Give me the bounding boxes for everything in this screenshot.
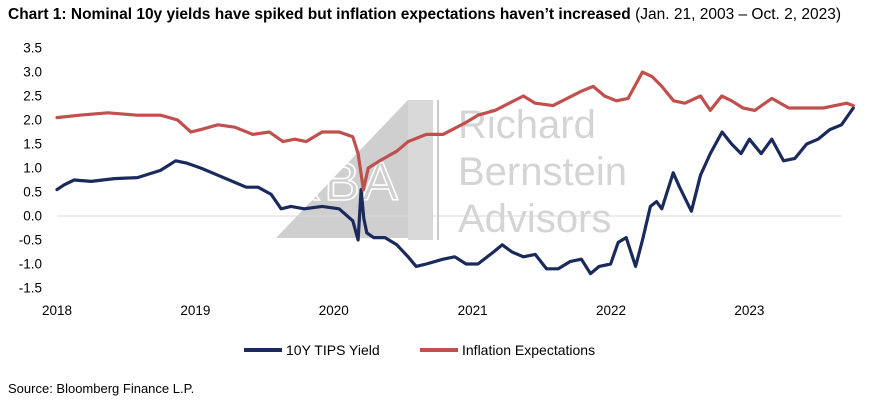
source-note: Source: Bloomberg Finance L.P. (8, 381, 195, 396)
x-tick-label: 2023 (734, 303, 764, 318)
y-tick-label: 2.5 (23, 89, 42, 104)
watermark-line: Advisors (458, 197, 611, 241)
y-tick-label: 0.0 (23, 209, 42, 224)
x-tick-label: 2021 (458, 303, 488, 318)
y-tick-label: -1.0 (19, 257, 42, 272)
chart-title-range: (Jan. 21, 2003 – Oct. 2, 2023) (635, 6, 842, 23)
legend-label: Inflation Expectations (462, 342, 595, 358)
y-tick-label: 3.5 (23, 41, 42, 56)
legend: 10Y TIPS Yield Inflation Expectations (244, 342, 595, 358)
y-tick-label: -1.5 (19, 281, 42, 296)
watermark-line: Richard (458, 103, 596, 147)
series-line-tips-yield (55, 106, 855, 276)
series-line-inflation-expectations (55, 70, 855, 192)
y-tick-label: 1.0 (23, 161, 42, 176)
watermark-triangle (276, 100, 408, 238)
chart-title: Chart 1: Nominal 10y yields have spiked … (8, 6, 841, 24)
x-tick-label: 2022 (596, 303, 626, 318)
y-tick-label: 0.5 (23, 185, 42, 200)
x-tick-label: 2019 (180, 303, 210, 318)
chart-title-main: Chart 1: Nominal 10y yields have spiked … (8, 6, 631, 23)
y-tick-label: 2.0 (23, 113, 42, 128)
y-tick-label: 3.0 (23, 65, 42, 80)
y-tick-label: -0.5 (19, 233, 42, 248)
watermark-bar (408, 100, 433, 240)
y-tick-label: 1.5 (23, 137, 42, 152)
watermark-line: Bernstein (458, 150, 627, 194)
legend-label: 10Y TIPS Yield (286, 342, 380, 358)
x-tick-label: 2020 (319, 303, 349, 318)
x-tick-label: 2018 (42, 303, 72, 318)
